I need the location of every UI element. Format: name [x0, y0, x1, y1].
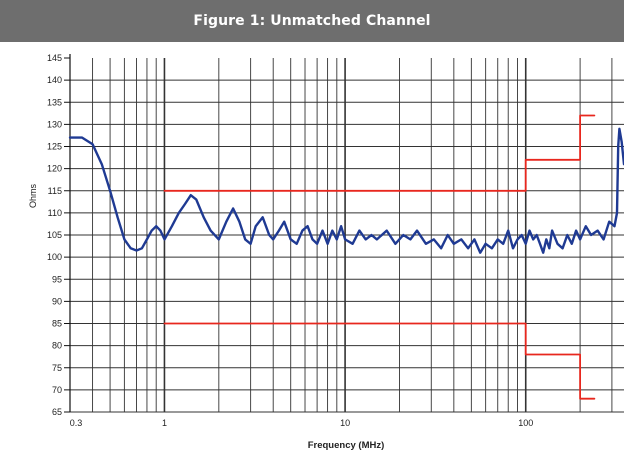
x-tick-label: 100: [518, 418, 533, 428]
lower-limit-line: [163, 322, 596, 400]
grid: [69, 54, 624, 413]
y-tick-label: 115: [48, 186, 62, 196]
y-tick-label: 135: [47, 97, 62, 107]
y-tick-label: 80: [52, 341, 62, 351]
series-lines: [68, 114, 624, 400]
x-tick-label: 10: [340, 418, 350, 428]
y-axis-label: Ohms: [28, 184, 38, 209]
impedance-line: [68, 127, 624, 254]
y-tick-label: 75: [52, 363, 62, 373]
y-tick-label: 65: [52, 407, 62, 417]
x-tick-label: 0.3: [70, 418, 83, 428]
y-tick-label: 95: [52, 274, 62, 284]
y-tick-label: 110: [48, 208, 62, 218]
y-tick-label: 140: [47, 75, 62, 85]
y-tick-label: 125: [47, 142, 62, 152]
y-tick-label: 85: [52, 319, 62, 329]
y-tick-label: 120: [47, 164, 62, 174]
upper-limit-line: [163, 114, 596, 192]
y-tick-label: 70: [52, 385, 62, 395]
y-tick-label: 90: [52, 296, 62, 306]
y-tick-label: 105: [47, 230, 62, 240]
y-tick-label: 145: [47, 53, 62, 63]
x-tick-labels: 0.3 1 10 100: [70, 418, 533, 428]
chart-plot: 6570758085909510010511011512012513013514…: [28, 53, 624, 451]
x-tick-label: 1: [162, 418, 167, 428]
y-tick-label: 130: [47, 119, 62, 129]
y-tick-label: 100: [47, 252, 62, 262]
x-axis-label: Frequency (MHz): [308, 440, 385, 451]
chart-title: Figure 1: Unmatched Channel: [0, 0, 624, 42]
y-tick-labels: 65 70 75 80 85 90 95 100 105 110 115 120 125 130 135 14…: [47, 53, 70, 417]
